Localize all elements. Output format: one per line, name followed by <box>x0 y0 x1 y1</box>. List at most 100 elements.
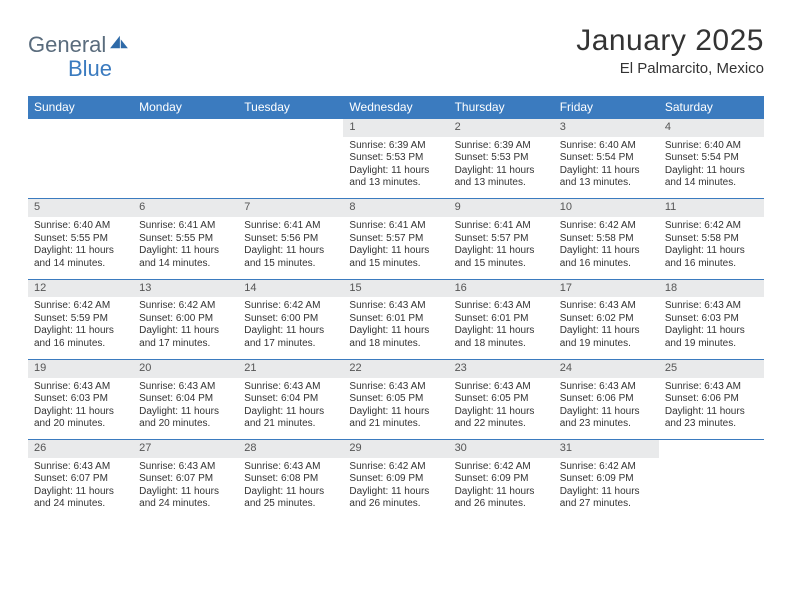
daylight-line: Daylight: 11 hours and 15 minutes. <box>455 245 548 270</box>
daylight-line: Daylight: 11 hours and 16 minutes. <box>665 245 758 270</box>
day-details-cell <box>133 137 238 199</box>
weekday-header: Thursday <box>449 96 554 119</box>
sunset-line: Sunset: 5:55 PM <box>139 233 232 246</box>
day-number: 29 <box>349 442 361 454</box>
day-number: 31 <box>560 442 572 454</box>
day-number: 8 <box>349 201 355 213</box>
daylight-line: Daylight: 11 hours and 14 minutes. <box>139 245 232 270</box>
day-number-cell: 8 <box>343 199 448 217</box>
day-number-cell: 14 <box>238 279 343 297</box>
day-number-cell: 13 <box>133 279 238 297</box>
day-details-cell: Sunrise: 6:41 AMSunset: 5:57 PMDaylight:… <box>343 217 448 279</box>
sunset-line: Sunset: 6:00 PM <box>244 313 337 326</box>
sunrise-line: Sunrise: 6:41 AM <box>244 220 337 233</box>
sunset-line: Sunset: 6:08 PM <box>244 473 337 486</box>
day-number: 20 <box>139 362 151 374</box>
day-details-cell: Sunrise: 6:43 AMSunset: 6:01 PMDaylight:… <box>343 297 448 359</box>
day-number-cell: 16 <box>449 279 554 297</box>
day-number-cell: 10 <box>554 199 659 217</box>
day-number: 22 <box>349 362 361 374</box>
day-details-cell: Sunrise: 6:43 AMSunset: 6:08 PMDaylight:… <box>238 458 343 520</box>
sunset-line: Sunset: 5:54 PM <box>560 152 653 165</box>
day-details-cell: Sunrise: 6:43 AMSunset: 6:07 PMDaylight:… <box>133 458 238 520</box>
sunrise-line: Sunrise: 6:43 AM <box>455 300 548 313</box>
sunrise-line: Sunrise: 6:40 AM <box>560 140 653 153</box>
sunrise-line: Sunrise: 6:43 AM <box>455 381 548 394</box>
daylight-line: Daylight: 11 hours and 27 minutes. <box>560 486 653 511</box>
day-number-cell: 9 <box>449 199 554 217</box>
month-title: January 2025 <box>576 24 764 58</box>
day-number: 7 <box>244 201 250 213</box>
day-number-cell: 25 <box>659 359 764 377</box>
daylight-line: Daylight: 11 hours and 15 minutes. <box>244 245 337 270</box>
day-details-cell: Sunrise: 6:42 AMSunset: 5:58 PMDaylight:… <box>659 217 764 279</box>
daylight-line: Daylight: 11 hours and 22 minutes. <box>455 406 548 431</box>
day-number: 21 <box>244 362 256 374</box>
daylight-line: Daylight: 11 hours and 15 minutes. <box>349 245 442 270</box>
sunset-line: Sunset: 5:55 PM <box>34 233 127 246</box>
day-number: 12 <box>34 282 46 294</box>
sunrise-line: Sunrise: 6:41 AM <box>349 220 442 233</box>
brand-part1: General <box>28 32 106 58</box>
sunrise-line: Sunrise: 6:43 AM <box>244 381 337 394</box>
day-number: 30 <box>455 442 467 454</box>
day-number-cell: 4 <box>659 119 764 137</box>
day-number-cell: 21 <box>238 359 343 377</box>
day-number-cell <box>28 119 133 137</box>
day-number-cell: 17 <box>554 279 659 297</box>
sunrise-line: Sunrise: 6:40 AM <box>665 140 758 153</box>
daylight-line: Daylight: 11 hours and 17 minutes. <box>244 325 337 350</box>
daylight-line: Daylight: 11 hours and 20 minutes. <box>139 406 232 431</box>
weekday-header: Tuesday <box>238 96 343 119</box>
sunrise-line: Sunrise: 6:43 AM <box>665 381 758 394</box>
sunrise-line: Sunrise: 6:43 AM <box>665 300 758 313</box>
day-number-cell: 31 <box>554 440 659 458</box>
sunset-line: Sunset: 5:54 PM <box>665 152 758 165</box>
day-details-cell: Sunrise: 6:43 AMSunset: 6:05 PMDaylight:… <box>449 378 554 440</box>
calendar-page: GeneralBlue January 2025 El Palmarcito, … <box>0 0 792 544</box>
brand-part2: Blue <box>68 56 112 82</box>
day-number: 15 <box>349 282 361 294</box>
sunset-line: Sunset: 6:07 PM <box>139 473 232 486</box>
day-number: 11 <box>665 201 676 213</box>
day-number-cell: 30 <box>449 440 554 458</box>
day-details-cell: Sunrise: 6:41 AMSunset: 5:57 PMDaylight:… <box>449 217 554 279</box>
day-details-cell: Sunrise: 6:42 AMSunset: 6:09 PMDaylight:… <box>449 458 554 520</box>
sunset-line: Sunset: 6:05 PM <box>349 393 442 406</box>
day-details-cell: Sunrise: 6:42 AMSunset: 6:00 PMDaylight:… <box>238 297 343 359</box>
day-number-row: 567891011 <box>28 199 764 217</box>
day-number-cell: 27 <box>133 440 238 458</box>
day-details-cell: Sunrise: 6:43 AMSunset: 6:01 PMDaylight:… <box>449 297 554 359</box>
day-number-cell: 22 <box>343 359 448 377</box>
sunrise-line: Sunrise: 6:42 AM <box>139 300 232 313</box>
day-number: 16 <box>455 282 467 294</box>
day-details-row: Sunrise: 6:43 AMSunset: 6:03 PMDaylight:… <box>28 378 764 440</box>
day-details-cell: Sunrise: 6:43 AMSunset: 6:03 PMDaylight:… <box>659 297 764 359</box>
day-number-cell: 6 <box>133 199 238 217</box>
sunrise-line: Sunrise: 6:41 AM <box>455 220 548 233</box>
day-details-cell <box>659 458 764 520</box>
day-number-cell: 28 <box>238 440 343 458</box>
day-number-cell: 11 <box>659 199 764 217</box>
day-details-cell: Sunrise: 6:43 AMSunset: 6:07 PMDaylight:… <box>28 458 133 520</box>
sunrise-line: Sunrise: 6:42 AM <box>665 220 758 233</box>
sunset-line: Sunset: 5:58 PM <box>665 233 758 246</box>
day-number: 4 <box>665 121 671 133</box>
day-number-row: 262728293031 <box>28 440 764 458</box>
sunset-line: Sunset: 6:09 PM <box>560 473 653 486</box>
sunrise-line: Sunrise: 6:43 AM <box>34 381 127 394</box>
header: GeneralBlue January 2025 El Palmarcito, … <box>28 24 764 82</box>
sunrise-line: Sunrise: 6:42 AM <box>244 300 337 313</box>
day-number: 14 <box>244 282 256 294</box>
daylight-line: Daylight: 11 hours and 20 minutes. <box>34 406 127 431</box>
daylight-line: Daylight: 11 hours and 26 minutes. <box>349 486 442 511</box>
sunset-line: Sunset: 6:09 PM <box>349 473 442 486</box>
day-number: 2 <box>455 121 461 133</box>
daylight-line: Daylight: 11 hours and 16 minutes. <box>34 325 127 350</box>
weekday-header-row: SundayMondayTuesdayWednesdayThursdayFrid… <box>28 96 764 119</box>
sunrise-line: Sunrise: 6:43 AM <box>139 381 232 394</box>
sail-icon <box>108 34 130 50</box>
day-number-cell: 3 <box>554 119 659 137</box>
day-number-cell: 20 <box>133 359 238 377</box>
sunrise-line: Sunrise: 6:43 AM <box>560 300 653 313</box>
